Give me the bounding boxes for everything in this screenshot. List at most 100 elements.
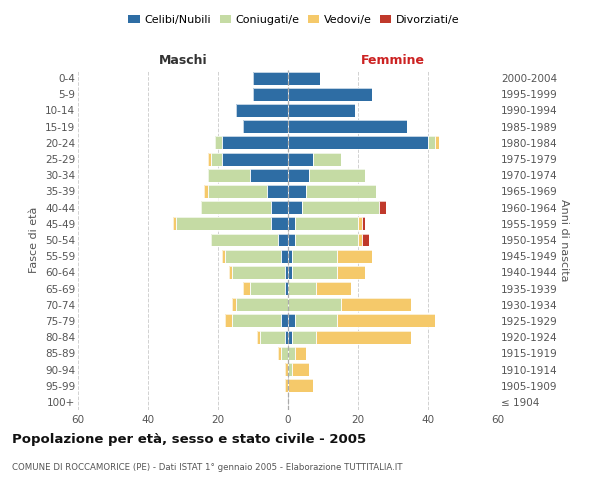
Bar (361, 234, 368, 246)
Bar (337, 250, 372, 262)
Bar (288, 72, 320, 85)
Bar (253, 88, 288, 101)
Bar (316, 282, 351, 295)
Bar (361, 218, 365, 230)
Bar (288, 201, 302, 214)
Bar (288, 136, 428, 149)
Bar (288, 136, 428, 149)
Bar (337, 266, 365, 279)
Bar (288, 201, 302, 214)
Bar (288, 72, 320, 85)
Bar (292, 363, 309, 376)
Text: Maschi: Maschi (158, 54, 208, 67)
Bar (235, 298, 288, 311)
Bar (284, 282, 288, 295)
Bar (288, 298, 341, 311)
Bar (173, 218, 176, 230)
Bar (281, 314, 288, 328)
Bar (288, 88, 372, 101)
Bar (379, 201, 386, 214)
Bar (277, 347, 281, 360)
Bar (337, 266, 365, 279)
Bar (288, 218, 295, 230)
Bar (232, 266, 284, 279)
Bar (288, 379, 313, 392)
Bar (208, 185, 267, 198)
Bar (235, 104, 288, 117)
Bar (358, 218, 361, 230)
Bar (288, 282, 316, 295)
Bar (288, 282, 316, 295)
Bar (281, 347, 288, 360)
Y-axis label: Anni di nascita: Anni di nascita (559, 198, 569, 281)
Bar (358, 218, 361, 230)
Bar (232, 266, 284, 279)
Bar (288, 152, 313, 166)
Bar (358, 234, 361, 246)
Bar (242, 282, 250, 295)
Bar (208, 152, 211, 166)
Bar (215, 136, 221, 149)
Bar (235, 298, 288, 311)
Bar (288, 120, 407, 133)
Bar (225, 250, 281, 262)
Bar (250, 282, 284, 295)
Bar (288, 266, 292, 279)
Bar (277, 234, 288, 246)
Bar (292, 363, 309, 376)
Bar (208, 185, 267, 198)
Bar (295, 314, 337, 328)
Bar (288, 185, 305, 198)
Bar (271, 218, 288, 230)
Bar (288, 379, 313, 392)
Bar (229, 266, 232, 279)
Bar (295, 347, 305, 360)
Bar (313, 152, 341, 166)
Bar (204, 185, 208, 198)
Bar (288, 266, 292, 279)
Bar (337, 250, 372, 262)
Bar (267, 185, 288, 198)
Bar (358, 234, 361, 246)
Bar (267, 185, 288, 198)
Bar (281, 250, 288, 262)
Bar (253, 88, 288, 101)
Bar (211, 152, 221, 166)
Bar (232, 314, 281, 328)
Bar (225, 250, 281, 262)
Bar (292, 250, 337, 262)
Bar (292, 250, 337, 262)
Bar (435, 136, 439, 149)
Bar (271, 201, 288, 214)
Bar (284, 379, 288, 392)
Bar (295, 234, 358, 246)
Bar (295, 218, 358, 230)
Bar (288, 169, 309, 181)
Bar (235, 104, 288, 117)
Bar (316, 282, 351, 295)
Bar (295, 234, 358, 246)
Bar (341, 298, 410, 311)
Bar (176, 218, 271, 230)
Bar (271, 218, 288, 230)
Bar (242, 120, 288, 133)
Bar (288, 104, 355, 117)
Bar (288, 298, 341, 311)
Bar (281, 314, 288, 328)
Bar (316, 330, 410, 344)
Bar (260, 330, 284, 344)
Bar (200, 201, 271, 214)
Bar (232, 314, 281, 328)
Bar (288, 169, 309, 181)
Bar (288, 363, 292, 376)
Bar (295, 218, 358, 230)
Bar (221, 152, 288, 166)
Bar (288, 234, 295, 246)
Bar (337, 314, 435, 328)
Bar (288, 347, 295, 360)
Bar (225, 314, 232, 328)
Bar (250, 169, 288, 181)
Bar (288, 88, 372, 101)
Bar (260, 330, 284, 344)
Bar (288, 234, 295, 246)
